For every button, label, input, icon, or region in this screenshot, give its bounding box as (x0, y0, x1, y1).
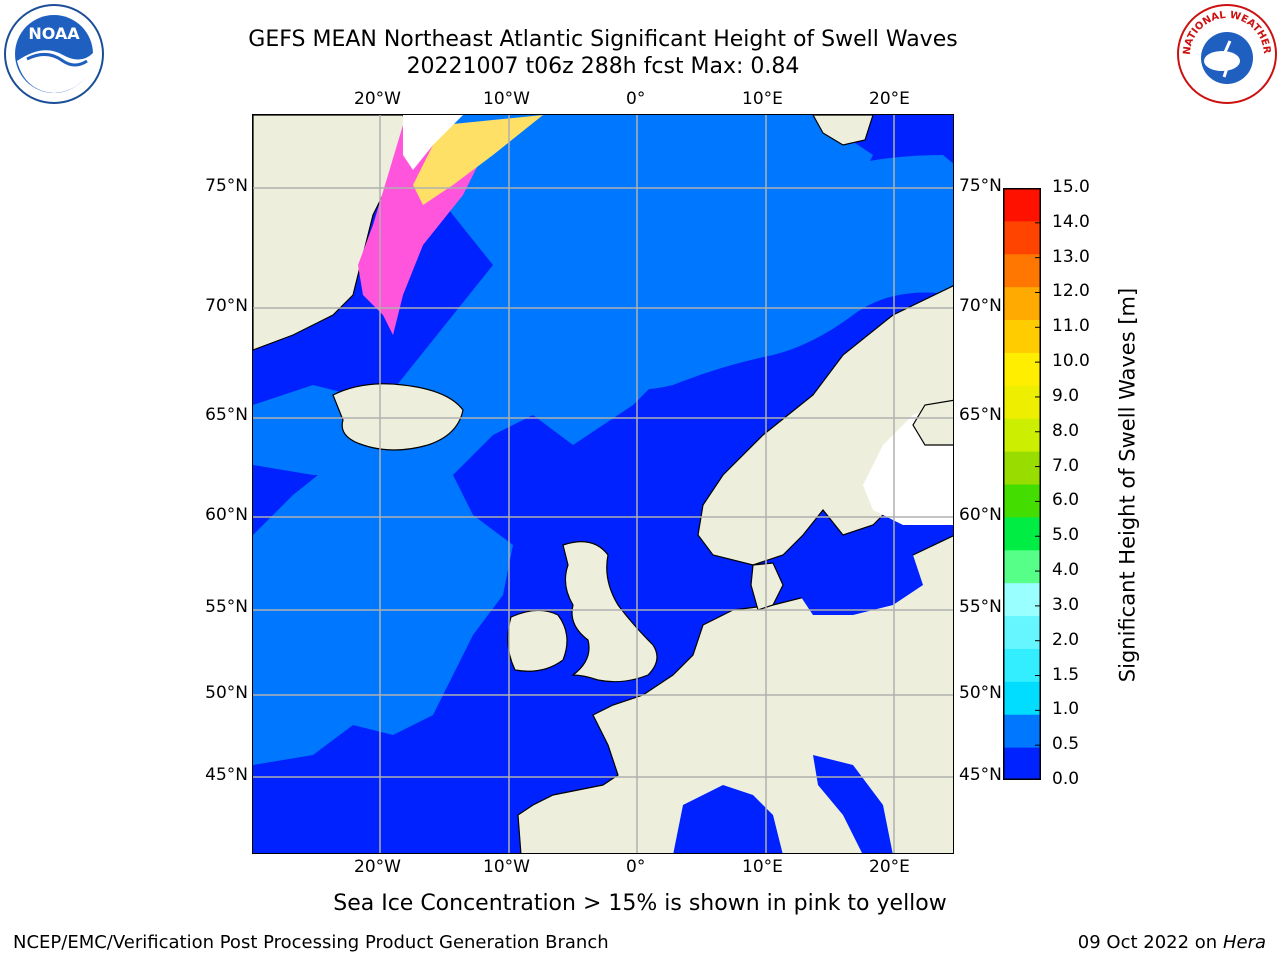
colorbar-tick-label: 8.0 (1052, 420, 1080, 441)
colorbar (1003, 187, 1041, 781)
land-ireland (507, 609, 568, 672)
colorbar-tick-label: 2.0 (1052, 629, 1080, 650)
colorbar-tick-label: 6.0 (1052, 490, 1080, 511)
colorbar-bin (1003, 253, 1041, 288)
gridlines (253, 115, 953, 853)
colorbar-tick-label: 4.0 (1052, 560, 1080, 581)
lat-label-left: 70°N (205, 296, 248, 316)
sea-mediterranean (673, 785, 783, 853)
lat-label-left: 75°N (205, 176, 248, 196)
lat-label-left: 45°N (205, 765, 248, 785)
colorbar-bin (1003, 681, 1041, 715)
colorbar-tick-label: 9.0 (1052, 385, 1080, 406)
colorbar-tick-label: 13.0 (1052, 246, 1090, 267)
lon-label-top: 10°E (742, 89, 783, 109)
colorbar-tick-label: 5.0 (1052, 525, 1080, 546)
lon-label-bottom: 20°W (354, 857, 401, 877)
footer-host: Hera (1222, 932, 1266, 953)
colorbar-tick-label: 1.5 (1052, 664, 1080, 685)
lat-label-right: 50°N (959, 683, 1002, 703)
colorbar-tick-label: 11.0 (1052, 316, 1090, 337)
lat-label-left: 55°N (205, 597, 248, 617)
lon-label-top: 10°W (483, 89, 530, 109)
colorbar-bin (1003, 188, 1041, 222)
colorbar-tick-label: 12.0 (1052, 281, 1090, 302)
colorbar-bin (1003, 352, 1041, 386)
land-denmark (750, 562, 784, 611)
colorbar-bin (1003, 549, 1041, 584)
colorbar-bin (1003, 582, 1041, 617)
lon-label-bottom: 20°E (869, 857, 910, 877)
lat-label-right: 55°N (959, 597, 1002, 617)
sea-baltic (793, 555, 923, 615)
sea-ice-caption: Sea Ice Concentration > 15% is shown in … (333, 891, 947, 916)
land-svalbard (812, 115, 874, 146)
colorbar-bin (1003, 516, 1041, 551)
colorbar-bin (1003, 648, 1041, 682)
noaa-logo: NOAA (3, 3, 105, 105)
sea-ice-white (403, 115, 463, 170)
colorbar-bin (1003, 319, 1041, 353)
colorbar-tick-label: 1.0 (1052, 699, 1080, 720)
lon-label-top: 20°W (354, 89, 401, 109)
swell-region-north (535, 155, 953, 390)
colorbar-bin (1003, 286, 1041, 321)
sea-adriatic (813, 755, 893, 853)
lat-label-right: 75°N (959, 176, 1002, 196)
lat-label-right: 70°N (959, 296, 1002, 316)
colorbar-tick-label: 7.0 (1052, 455, 1080, 476)
land-iceland (332, 383, 464, 451)
chart-subtitle: 20221007 t06z 288h fcst Max: 0.84 (406, 54, 800, 79)
lat-label-left: 50°N (205, 683, 248, 703)
colorbar-bin (1003, 615, 1041, 649)
colorbar-tick-label: 0.0 (1052, 769, 1080, 789)
colorbar-tick-label: 15.0 (1052, 177, 1090, 197)
land-finland (912, 399, 953, 446)
footer-credit: NCEP/EMC/Verification Post Processing Pr… (13, 932, 609, 953)
footer-date: 09 Oct 2022 on Hera (1078, 932, 1266, 953)
colorbar-bin (1003, 714, 1041, 748)
lon-label-bottom: 10°W (483, 857, 530, 877)
land-great-britain (562, 541, 658, 683)
colorbar-bin (1003, 418, 1041, 452)
colorbar-bin (1003, 747, 1041, 781)
lat-label-left: 60°N (205, 505, 248, 525)
map-panel (252, 114, 954, 854)
colorbar-tick-label: 14.0 (1052, 211, 1090, 232)
nws-logo: NATIONAL WEATHER SERVICE (1172, 0, 1278, 105)
colorbar-svg (1003, 187, 1041, 781)
footer-date-text: 09 Oct 2022 on (1077, 932, 1223, 953)
colorbar-border (1003, 188, 1041, 780)
noaa-logo-text: NOAA (28, 24, 80, 43)
colorbar-tick-label: 3.0 (1052, 594, 1080, 615)
colorbar-bin (1003, 484, 1041, 518)
sea-ice-yellow (413, 115, 543, 205)
map-svg (253, 115, 953, 853)
lat-label-right: 60°N (959, 505, 1002, 525)
colorbar-tick-label: 0.5 (1052, 734, 1080, 755)
colorbar-tick-label: 10.0 (1052, 351, 1090, 372)
lat-label-right: 45°N (959, 765, 1002, 785)
colorbar-bin (1003, 385, 1041, 419)
lat-label-right: 65°N (959, 405, 1002, 425)
colorbar-bin (1003, 451, 1041, 485)
chart-title: GEFS MEAN Northeast Atlantic Significant… (248, 27, 958, 52)
colorbar-bin (1003, 220, 1041, 255)
lon-label-bottom: 0° (626, 857, 646, 877)
lon-label-bottom: 10°E (742, 857, 783, 877)
colorbar-title: Significant Height of Swell Waves [m] (1115, 287, 1140, 683)
lon-label-top: 20°E (869, 89, 910, 109)
lon-label-top: 0° (626, 89, 646, 109)
lat-label-left: 65°N (205, 405, 248, 425)
